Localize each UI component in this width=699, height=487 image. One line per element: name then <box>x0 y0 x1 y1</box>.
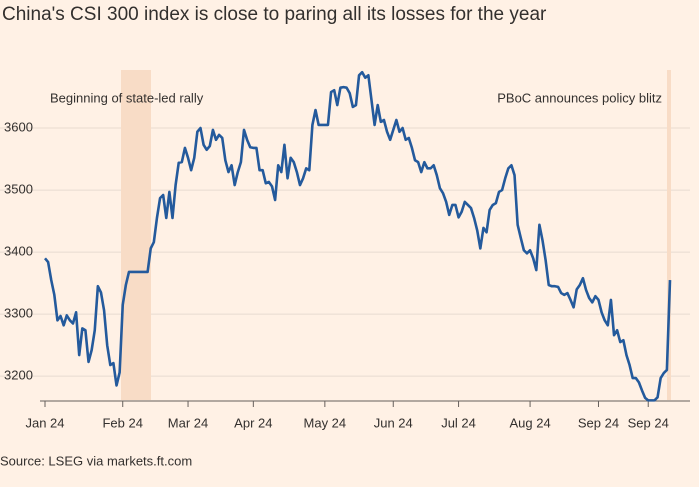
annotation: Beginning of state-led rally <box>50 90 204 105</box>
x-tick-label: Sep 24 <box>628 415 669 430</box>
y-tick-label: 3400 <box>4 244 33 259</box>
x-tick-label: Feb 24 <box>102 415 142 430</box>
y-tick-label: 3300 <box>4 306 33 321</box>
x-tick-label: Jan 24 <box>25 415 64 430</box>
x-tick-label: Jul 24 <box>441 415 476 430</box>
rally-band <box>121 70 151 400</box>
x-tick-label: Aug 24 <box>509 415 550 430</box>
y-tick-label: 3500 <box>4 182 33 197</box>
annotation: PBoC announces policy blitz <box>497 90 662 105</box>
source: Source: LSEG via markets.ft.com <box>0 453 192 468</box>
line <box>44 70 672 402</box>
grid <box>0 127 690 377</box>
x-tick-label: Apr 24 <box>234 415 272 430</box>
chart-title: China's CSI 300 index is close to paring… <box>2 4 547 25</box>
y-tick-label: 3200 <box>4 368 33 383</box>
x-tick-label: Mar 24 <box>168 415 208 430</box>
x-tick-label: Sep 24 <box>578 415 619 430</box>
y-tick-label: 3600 <box>4 119 33 134</box>
x-tick-label: May 24 <box>304 415 347 430</box>
x-tick-label: Jun 24 <box>374 415 413 430</box>
pboc-band <box>667 70 671 400</box>
